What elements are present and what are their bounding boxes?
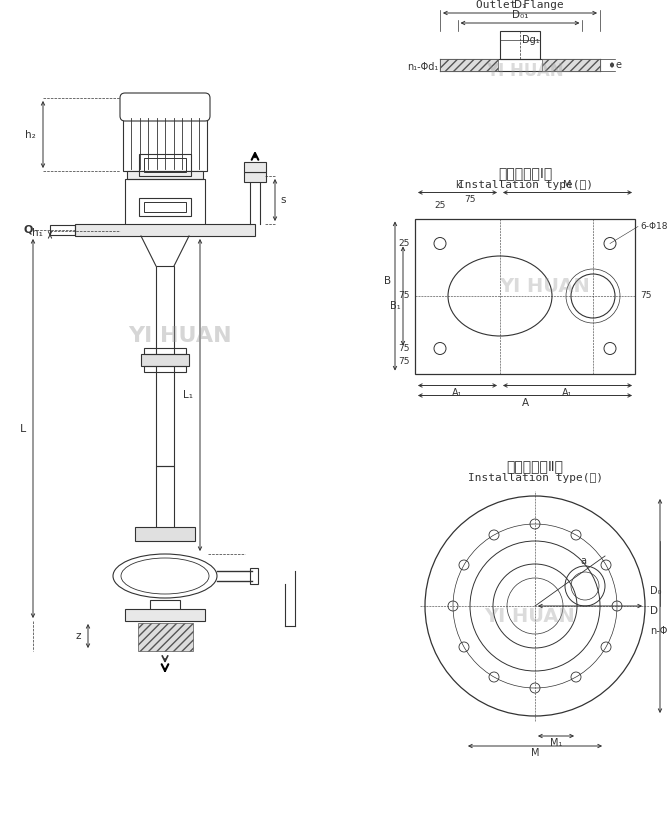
Bar	[244, 172, 266, 182]
Bar	[144, 202, 186, 212]
Text: YI HUAN: YI HUAN	[486, 62, 564, 80]
Text: D: D	[650, 606, 658, 616]
Text: 75: 75	[464, 196, 476, 205]
Text: 25: 25	[399, 239, 410, 248]
Bar	[244, 162, 266, 172]
Text: 25: 25	[434, 202, 446, 211]
Text: D₀₁: D₀₁	[512, 10, 528, 20]
Bar	[139, 154, 191, 176]
Bar	[144, 158, 186, 172]
Bar	[144, 348, 186, 354]
Text: D₀: D₀	[650, 586, 662, 596]
Text: z: z	[75, 631, 81, 641]
Bar	[542, 59, 600, 71]
Text: h₁: h₁	[32, 229, 43, 239]
Text: M: M	[531, 748, 539, 758]
Text: s: s	[280, 195, 285, 205]
Bar	[125, 609, 205, 621]
Text: L₁: L₁	[183, 390, 193, 400]
Text: M₁: M₁	[550, 738, 562, 748]
Text: Outlet Flange: Outlet Flange	[476, 0, 564, 10]
Bar	[137, 623, 193, 651]
Text: k: k	[455, 181, 460, 191]
Text: A₁: A₁	[452, 387, 463, 397]
Text: Q: Q	[23, 225, 33, 235]
Text: A: A	[522, 397, 528, 407]
Bar	[144, 366, 186, 372]
Bar	[50, 225, 75, 235]
Bar	[500, 31, 540, 59]
Bar	[415, 219, 635, 373]
Bar	[156, 466, 174, 536]
Bar	[141, 354, 189, 366]
Text: YI HUAN: YI HUAN	[485, 606, 576, 625]
Text: e: e	[616, 60, 622, 70]
Text: M: M	[563, 181, 572, 191]
Text: 安装形式（Ⅱ）: 安装形式（Ⅱ）	[506, 459, 564, 473]
Bar	[139, 198, 191, 216]
Text: YI HUAN: YI HUAN	[128, 326, 232, 346]
FancyBboxPatch shape	[120, 93, 210, 121]
Bar	[127, 171, 203, 179]
Text: h₂: h₂	[25, 130, 36, 140]
Text: 75: 75	[398, 344, 410, 353]
Text: Installation type(Ⅰ): Installation type(Ⅰ)	[458, 181, 592, 191]
Bar	[156, 266, 174, 466]
Text: 75: 75	[398, 292, 410, 301]
Text: B₁: B₁	[390, 301, 401, 311]
Bar	[75, 224, 255, 236]
Text: A₁: A₁	[562, 387, 573, 397]
Text: 6-Φ18: 6-Φ18	[640, 222, 667, 231]
Bar	[150, 600, 180, 616]
Text: n-Φd: n-Φd	[650, 626, 667, 636]
Bar	[250, 568, 258, 584]
Text: a: a	[580, 556, 586, 566]
Text: 安装形式（Ⅰ）: 安装形式（Ⅰ）	[498, 167, 552, 181]
Text: Installation type(Ⅱ): Installation type(Ⅱ)	[468, 473, 602, 483]
Text: YI HUAN: YI HUAN	[500, 277, 590, 296]
Text: 75: 75	[398, 357, 410, 365]
Text: D₁: D₁	[514, 0, 526, 10]
Bar	[125, 179, 205, 231]
Bar	[440, 59, 498, 71]
Text: Dg₁: Dg₁	[522, 35, 540, 45]
Bar	[123, 116, 207, 171]
Bar	[135, 527, 195, 541]
Text: 75: 75	[640, 292, 652, 301]
Text: L: L	[20, 424, 26, 434]
Text: n₁-Φd₁: n₁-Φd₁	[407, 62, 438, 72]
Text: B: B	[384, 276, 391, 286]
